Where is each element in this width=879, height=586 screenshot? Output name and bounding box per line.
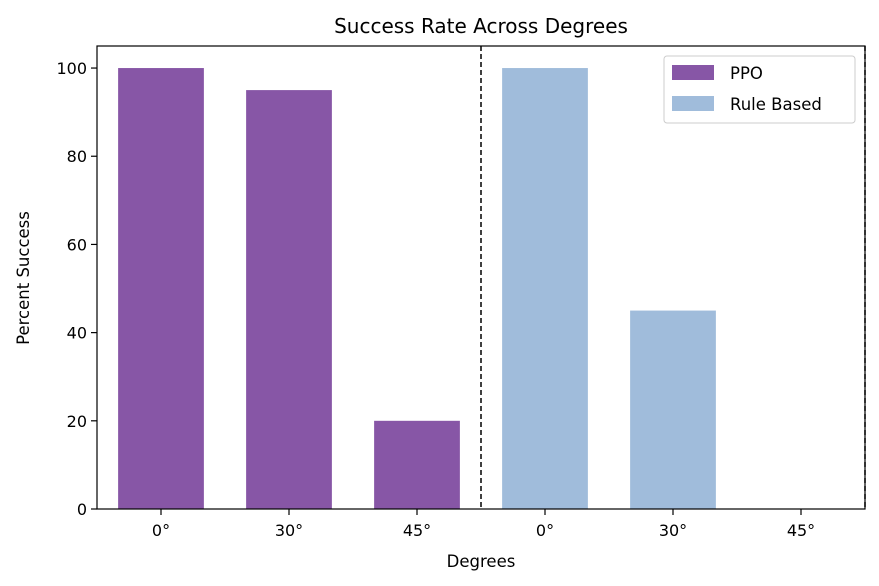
y-tick-label-60: 60 <box>67 235 87 254</box>
y-tick-label-80: 80 <box>67 147 87 166</box>
y-tick-label-40: 40 <box>67 324 87 343</box>
x-axis-label: Degrees <box>447 552 516 571</box>
legend-label-rule-based: Rule Based <box>730 95 822 114</box>
y-tick-label-20: 20 <box>67 412 87 431</box>
legend-swatch-ppo <box>672 65 714 80</box>
x-tick-label-4: 30° <box>659 521 687 540</box>
legend-swatch-rule-based <box>672 96 714 111</box>
bar-ppo-0 <box>118 68 204 510</box>
plot-frame <box>96 45 866 510</box>
bar-rule-based-3 <box>502 68 588 510</box>
bar-rule-based-4 <box>630 310 716 509</box>
y-tick-label-0: 0 <box>77 500 87 519</box>
x-tick-label-3: 0° <box>536 521 554 540</box>
bar-ppo-1 <box>246 90 332 509</box>
chart-title: Success Rate Across Degrees <box>334 14 628 38</box>
legend: PPO Rule Based <box>663 55 856 124</box>
y-axis-label: Percent Success <box>14 211 33 345</box>
x-tick-label-5: 45° <box>787 521 815 540</box>
bar-ppo-2 <box>374 420 460 509</box>
x-tick-label-0: 0° <box>152 521 170 540</box>
x-tick-label-2: 45° <box>403 521 431 540</box>
legend-label-ppo: PPO <box>730 64 763 83</box>
y-tick-label-100: 100 <box>56 59 87 78</box>
x-tick-label-1: 30° <box>275 521 303 540</box>
